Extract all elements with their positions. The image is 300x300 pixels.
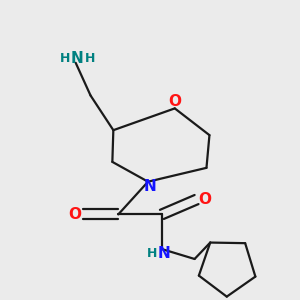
Text: N: N <box>144 179 156 194</box>
Text: O: O <box>68 207 81 222</box>
Text: O: O <box>198 192 211 207</box>
Text: H: H <box>147 247 157 260</box>
Text: N: N <box>70 51 83 66</box>
Text: H: H <box>60 52 71 65</box>
Text: N: N <box>158 245 170 260</box>
Text: H: H <box>85 52 95 65</box>
Text: O: O <box>168 94 181 109</box>
